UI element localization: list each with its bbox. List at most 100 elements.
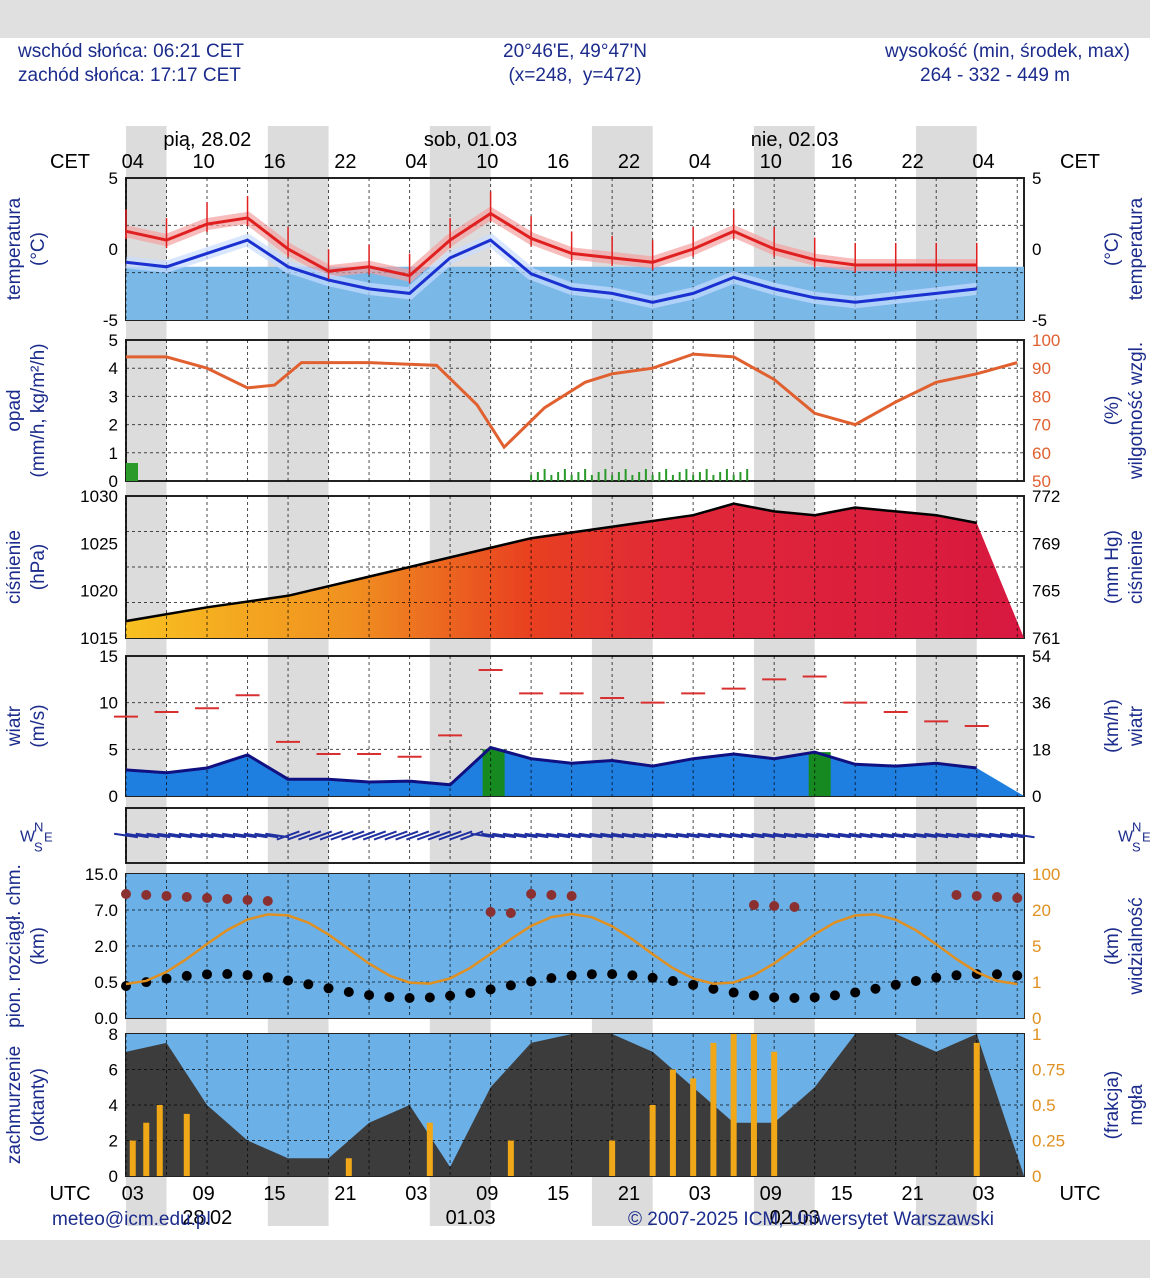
cloud-top-dot: [222, 894, 233, 904]
wind-arrow: [913, 832, 938, 839]
cloud-base-dot: [931, 972, 942, 983]
wind-strong: [808, 752, 831, 796]
wind-arrow: [513, 832, 538, 839]
y-tick-label: 0: [109, 1167, 118, 1186]
panels: [113, 177, 1035, 1177]
wind-arrow: [222, 832, 247, 839]
axis-title: (%): [1102, 396, 1123, 426]
wind-arrow: [298, 830, 322, 841]
y-tick-label: 2: [109, 1132, 118, 1151]
day-label: 28.02: [182, 1207, 232, 1229]
wind-arrow: [395, 830, 419, 841]
contact-email[interactable]: meteo@icm.edu.pl: [52, 1209, 211, 1230]
y-tick-label: 15.0: [85, 865, 118, 884]
axis-title: temperatura: [4, 197, 25, 300]
axis-title: (°C): [28, 232, 49, 266]
cloud-base-dot: [303, 979, 314, 990]
fog-bar: [669, 1069, 676, 1176]
wind-arrow: [287, 830, 311, 841]
cet-tick: 16: [263, 151, 285, 173]
cloud-base-dot: [870, 983, 881, 994]
fog-bar: [649, 1105, 656, 1176]
y2-tick-label: 54: [1032, 647, 1051, 666]
cloud-base-dot: [910, 975, 921, 986]
wind-arrow: [989, 832, 1014, 839]
cloud-base-dot: [384, 992, 395, 1003]
cloud-base-dot: [242, 970, 253, 981]
axis-title: opad: [4, 389, 25, 431]
cloud-base-dot: [222, 969, 233, 980]
y2-tick-label: -5: [1032, 311, 1047, 330]
wind-arrow: [254, 832, 279, 839]
fog-bar: [143, 1122, 150, 1176]
axis-title: wiatr: [1126, 705, 1147, 747]
y-tick-label: 4: [109, 359, 118, 378]
axis-title: pion. rozciągł. chm.: [4, 864, 25, 1028]
wind-arrow: [643, 832, 668, 839]
utc-tick: 15: [263, 1183, 285, 1205]
cloud-top-dot: [485, 907, 496, 917]
precip-bar: [126, 463, 138, 481]
cloud-top-dot: [161, 891, 172, 901]
wind-arrow: [718, 832, 743, 839]
wind-arrow: [816, 832, 841, 839]
labels: 50-550-554321010090807060501030102510201…: [4, 129, 1150, 1229]
fog-bar: [973, 1042, 980, 1176]
compass-label: N: [1132, 820, 1141, 835]
wind-arrow: [708, 832, 733, 839]
cloud-base-dot: [465, 987, 476, 998]
cloud-top-dot: [769, 901, 780, 911]
wind-arrow: [113, 832, 139, 839]
fog-bar: [426, 1122, 433, 1176]
sunrise-text: wschód słońca: 06:21 CET: [18, 41, 245, 62]
y-tick-label: 6: [109, 1061, 118, 1080]
y-tick-label: 0.0: [94, 1009, 118, 1028]
axis-title: (oktanty): [28, 1068, 49, 1142]
wind-arrow: [891, 832, 916, 839]
axis-title: zachmurzenie: [4, 1046, 25, 1164]
cloud-base-dot: [647, 972, 658, 983]
cet-tick: 22: [901, 151, 923, 173]
day-label: nie, 02.03: [751, 129, 839, 151]
y-tick-label: 4: [109, 1096, 118, 1115]
day-label: 02.03: [770, 1207, 820, 1229]
wind-arrow: [610, 832, 635, 839]
wind-arrow: [632, 832, 657, 839]
wind-arrow: [999, 832, 1024, 839]
y2-tick-label: 90: [1032, 359, 1051, 378]
axis-title: (km): [28, 927, 49, 965]
cloud-base-dot: [789, 992, 800, 1003]
cloud-base-dot: [323, 983, 334, 994]
y2-tick-label: 772: [1032, 487, 1060, 506]
wind-arrow: [535, 832, 560, 839]
utc-tick: 09: [193, 1183, 215, 1205]
y-tick-label: 3: [109, 387, 118, 406]
wind-arrow: [362, 830, 387, 841]
utc-tick: 21: [901, 1183, 923, 1205]
cloud-base-dot: [748, 990, 759, 1001]
cet-tick: 10: [193, 151, 215, 173]
cet-tick: 16: [547, 151, 569, 173]
fog-bar: [771, 1051, 778, 1176]
cloud-top-dot: [505, 908, 516, 918]
wind-arrow: [956, 832, 981, 839]
coordinates-text: 20°46'E, 49°47'N: [503, 41, 647, 62]
y2-tick-label: 50: [1032, 472, 1051, 491]
y2-tick-label: 0: [1032, 1009, 1041, 1028]
wind-arrow: [427, 830, 451, 841]
pressure-line: [125, 502, 977, 623]
cet-tick: 10: [760, 151, 782, 173]
wind-arrow: [880, 832, 906, 839]
wind-arrow: [135, 832, 160, 839]
wind-arrow: [460, 830, 484, 841]
cloud-top-dot: [566, 891, 577, 901]
cloud-top-dot: [262, 896, 273, 906]
y2-tick-label: 5: [1032, 937, 1041, 956]
wind-arrow: [870, 832, 895, 839]
y2-tick-label: 36: [1032, 694, 1051, 713]
cloud-top-dot: [526, 889, 537, 899]
wind-arrow: [859, 832, 884, 839]
cloud-base-dot: [769, 992, 780, 1003]
wind-arrow: [697, 832, 722, 839]
wind-arrow: [740, 832, 765, 839]
